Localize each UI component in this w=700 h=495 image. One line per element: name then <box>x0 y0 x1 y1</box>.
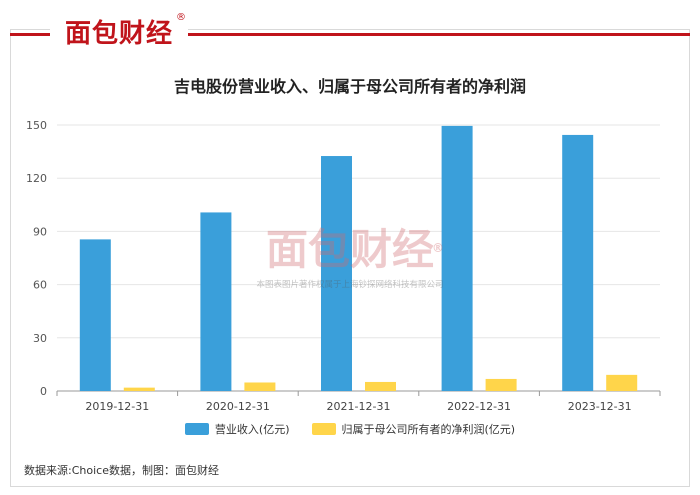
y-tick-label: 150 <box>26 119 47 132</box>
y-tick-label: 120 <box>26 172 47 185</box>
registered-mark: ® <box>176 12 186 23</box>
source-note: 数据来源:Choice数据，制图：面包财经 <box>24 464 219 477</box>
brand-line-left <box>10 33 50 36</box>
bar-profit <box>485 378 517 391</box>
y-tick-label: 60 <box>33 279 47 292</box>
legend-item-revenue[interactable]: 营业收入(亿元) <box>184 421 290 437</box>
legend-label-profit: 归属于母公司所有者的净利润(亿元) <box>341 423 516 436</box>
bar-revenue <box>200 212 232 391</box>
bar-profit <box>123 387 155 391</box>
bar-profit <box>365 381 396 391</box>
chart-title: 吉电股份营业收入、归属于母公司所有者的净利润 <box>173 77 526 96</box>
chart-frame <box>10 29 690 487</box>
x-tick-label: 2020-12-31 <box>206 400 270 413</box>
x-tick-label: 2019-12-31 <box>85 400 149 413</box>
chart-legend: 营业收入(亿元) 归属于母公司所有者的净利润(亿元) <box>0 421 700 437</box>
legend-swatch-revenue <box>184 423 209 435</box>
bar-profit <box>606 374 638 391</box>
brand-line-right <box>188 33 690 36</box>
y-tick-label: 30 <box>33 332 47 345</box>
legend-swatch-profit <box>311 423 336 435</box>
legend-label-revenue: 营业收入(亿元) <box>214 423 290 436</box>
x-tick-label: 2021-12-31 <box>327 400 391 413</box>
brand-logo-text: 面包财经 <box>64 18 173 49</box>
legend-item-profit[interactable]: 归属于母公司所有者的净利润(亿元) <box>311 421 516 437</box>
x-tick-label: 2022-12-31 <box>447 400 511 413</box>
bar-profit <box>244 382 276 391</box>
bar-revenue <box>321 156 352 391</box>
x-tick-label: 2023-12-31 <box>568 400 632 413</box>
bar-revenue <box>562 134 594 391</box>
bar-revenue <box>79 239 111 391</box>
y-tick-label: 0 <box>40 385 47 398</box>
y-tick-label: 90 <box>33 225 47 238</box>
brand-logo: 面包财经 ® <box>50 12 188 49</box>
bar-revenue <box>441 125 473 392</box>
